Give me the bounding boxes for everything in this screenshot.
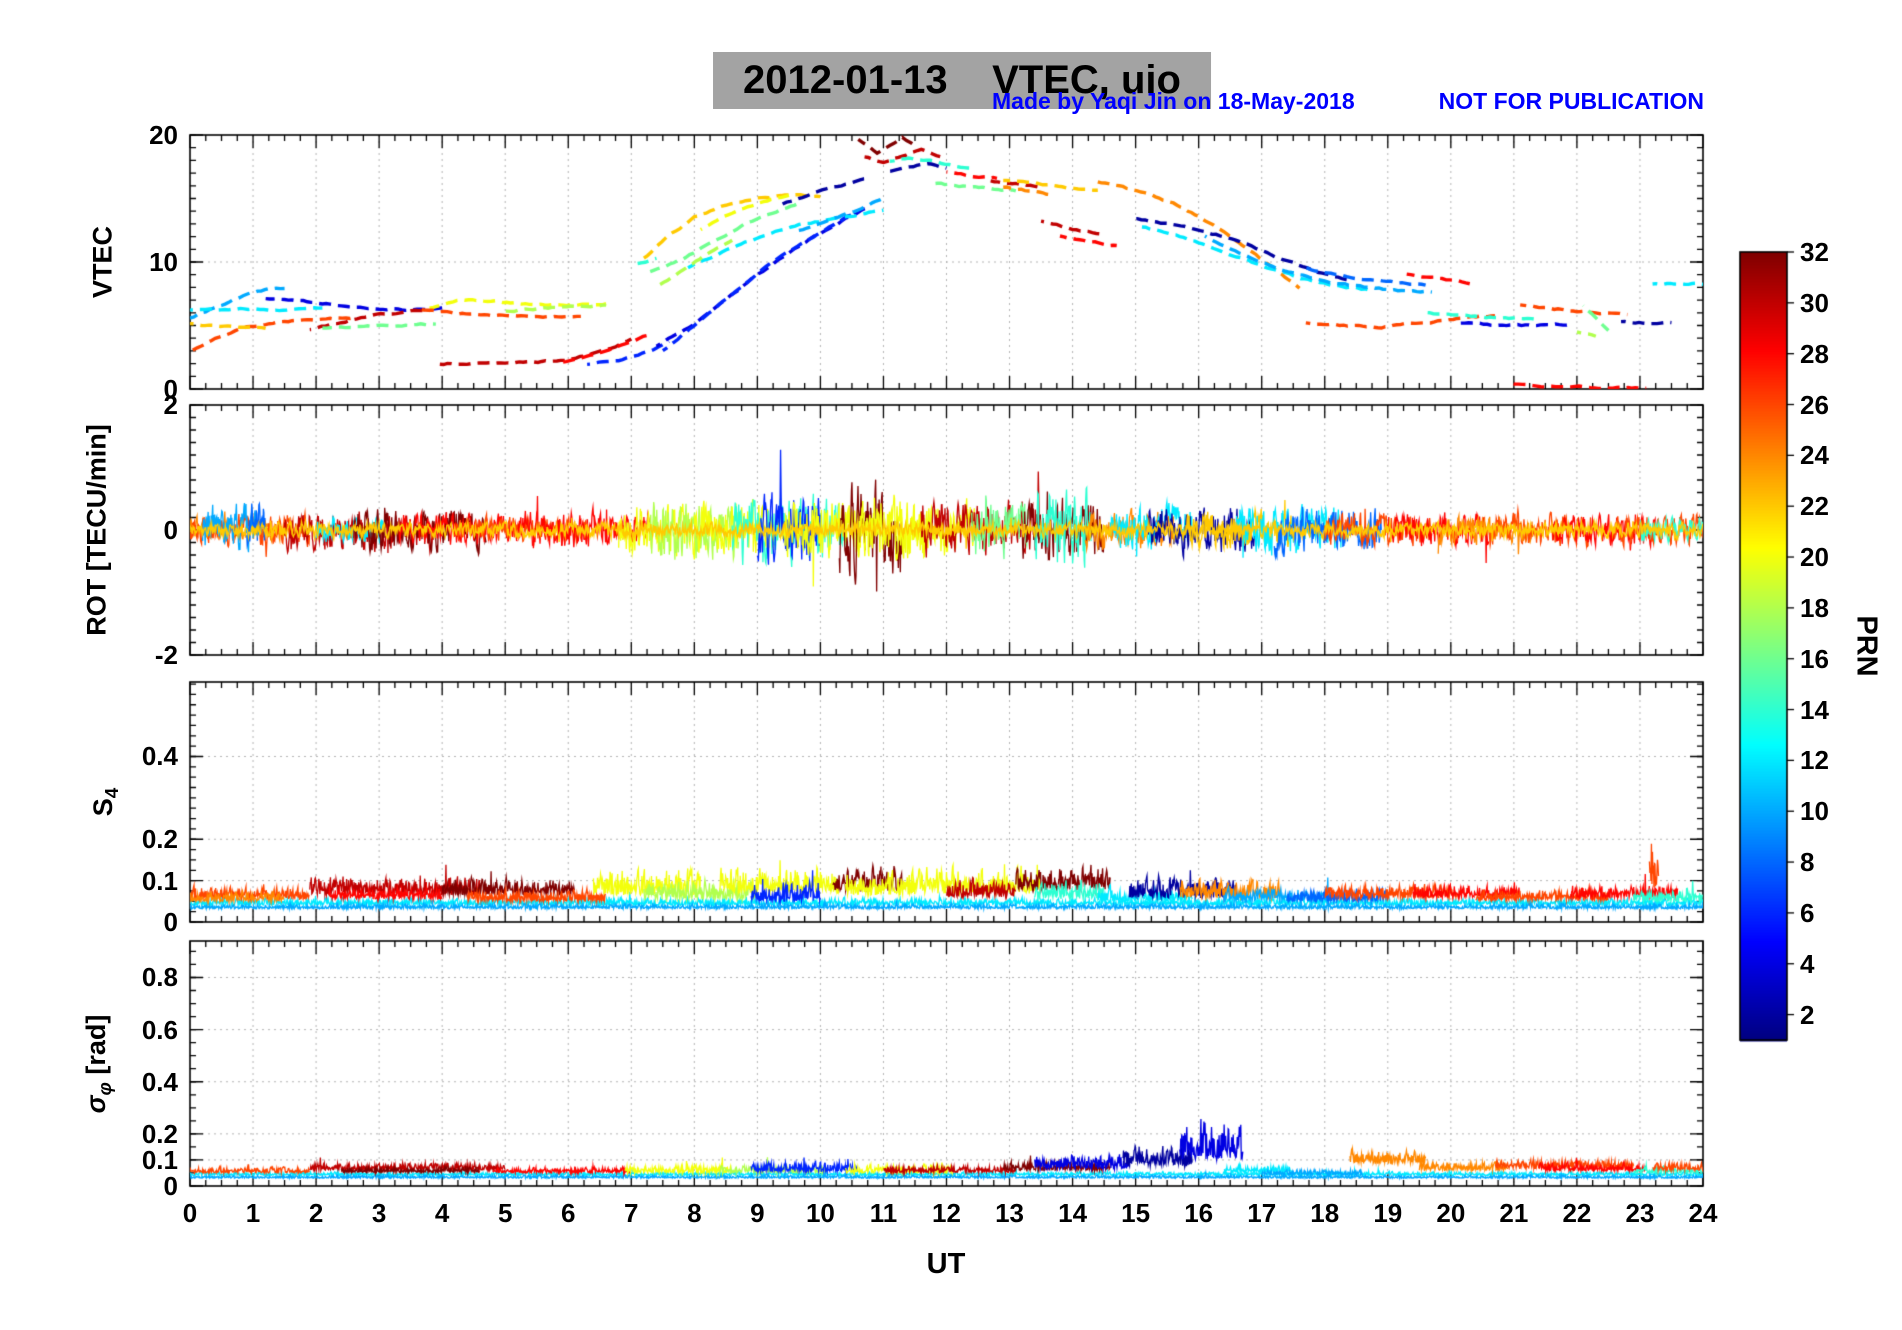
tick-label: 30 bbox=[1800, 287, 1829, 318]
tick-label: 17 bbox=[1247, 1198, 1277, 1228]
tick-label: 0.4 bbox=[141, 741, 178, 772]
credit-warning: NOT FOR PUBLICATION bbox=[1438, 88, 1704, 114]
tick-label: 4 bbox=[1800, 948, 1815, 979]
tick-label: 6 bbox=[1800, 897, 1815, 928]
sigma-label-unit: [rad] bbox=[80, 1014, 111, 1083]
tick-label: 10 bbox=[805, 1198, 835, 1228]
x-axis-label: UT bbox=[926, 1248, 966, 1280]
tick-label: 28 bbox=[1800, 338, 1829, 369]
tick-label: 12 bbox=[1800, 745, 1829, 776]
panel-sigma-phi bbox=[190, 941, 1703, 1186]
tick-label: 20 bbox=[149, 120, 178, 150]
sigma-phi-axis-label: σφ [rad] bbox=[81, 1015, 117, 1114]
tick-label: 6 bbox=[561, 1198, 576, 1228]
tick-label: 16 bbox=[1184, 1198, 1214, 1228]
tick-label: 13 bbox=[995, 1198, 1024, 1228]
tick-label: 0.6 bbox=[141, 1014, 178, 1045]
tick-label: 0.2 bbox=[141, 824, 178, 855]
tick-label: 18 bbox=[1800, 592, 1829, 623]
colorbar bbox=[1740, 252, 1787, 1040]
tick-label: 12 bbox=[932, 1198, 961, 1228]
tick-label: 8 bbox=[687, 1198, 702, 1228]
tick-label: 2 bbox=[308, 1198, 324, 1228]
tick-label: 20 bbox=[1800, 542, 1829, 573]
tick-label: -2 bbox=[154, 640, 178, 670]
tick-label: 0.1 bbox=[141, 1144, 178, 1175]
tick-label: 0.1 bbox=[141, 865, 178, 896]
tick-label: 10 bbox=[1800, 796, 1829, 827]
tick-label: 3 bbox=[371, 1198, 387, 1228]
tick-label: 11 bbox=[869, 1198, 898, 1228]
tick-label: 21 bbox=[1499, 1198, 1529, 1228]
tick-label: 0 bbox=[163, 515, 178, 545]
sigma-label-main: σ bbox=[80, 1095, 111, 1114]
tick-label: 32 bbox=[1800, 237, 1829, 267]
tick-label: 10 bbox=[149, 247, 178, 277]
panel-rot bbox=[190, 405, 1703, 655]
tick-label: 7 bbox=[624, 1198, 639, 1228]
tick-label: 19 bbox=[1373, 1198, 1403, 1228]
s4-label-sub: 4 bbox=[102, 787, 124, 799]
tick-label: 18 bbox=[1310, 1198, 1340, 1228]
tick-label: 4 bbox=[434, 1198, 450, 1228]
tick-label: 0 bbox=[182, 1198, 198, 1228]
panel-s4 bbox=[190, 682, 1703, 922]
tick-label: 23 bbox=[1625, 1198, 1655, 1228]
tick-label: 0 bbox=[163, 1171, 178, 1201]
tick-label: 0 bbox=[163, 907, 178, 937]
s4-axis-label: S4 bbox=[88, 788, 124, 817]
tick-label: 9 bbox=[750, 1198, 765, 1228]
tick-label: 20 bbox=[1436, 1198, 1466, 1228]
sigma-label-sub: φ bbox=[95, 1082, 117, 1096]
tick-label: 8 bbox=[1800, 847, 1815, 878]
tick-label: 2 bbox=[1800, 999, 1815, 1030]
tick-label: 0.8 bbox=[141, 962, 178, 993]
tick-label: 14 bbox=[1058, 1198, 1088, 1228]
tick-label: 5 bbox=[497, 1198, 513, 1228]
tick-label: 16 bbox=[1800, 643, 1829, 674]
credit-author: Made by Yaqi Jin on 18-May-2018 bbox=[992, 88, 1355, 114]
tick-label: 24 bbox=[1800, 440, 1829, 471]
tick-label: 22 bbox=[1562, 1198, 1592, 1228]
page-title: 2012-01-13 VTEC, uio bbox=[713, 52, 1211, 109]
tick-label: 0.4 bbox=[141, 1066, 178, 1097]
tick-label: 2 bbox=[163, 390, 178, 420]
panel-vtec bbox=[190, 135, 1703, 389]
tick-label: 14 bbox=[1800, 694, 1829, 725]
rot-axis-label: ROT [TECU/min] bbox=[81, 424, 112, 636]
tick-label: 0.2 bbox=[141, 1118, 178, 1149]
tick-label: 15 bbox=[1121, 1198, 1151, 1228]
tick-label: 26 bbox=[1800, 389, 1829, 420]
tick-label: 24 bbox=[1688, 1198, 1718, 1228]
credit-line: Made by Yaqi Jin on 18-May-2018 NOT FOR … bbox=[992, 88, 1704, 115]
tick-label: 22 bbox=[1800, 491, 1829, 522]
tick-label: 0 bbox=[163, 374, 178, 404]
s4-label-main: S bbox=[87, 798, 118, 817]
tick-label: 1 bbox=[245, 1198, 261, 1228]
vtec-axis-label: VTEC bbox=[87, 225, 118, 299]
